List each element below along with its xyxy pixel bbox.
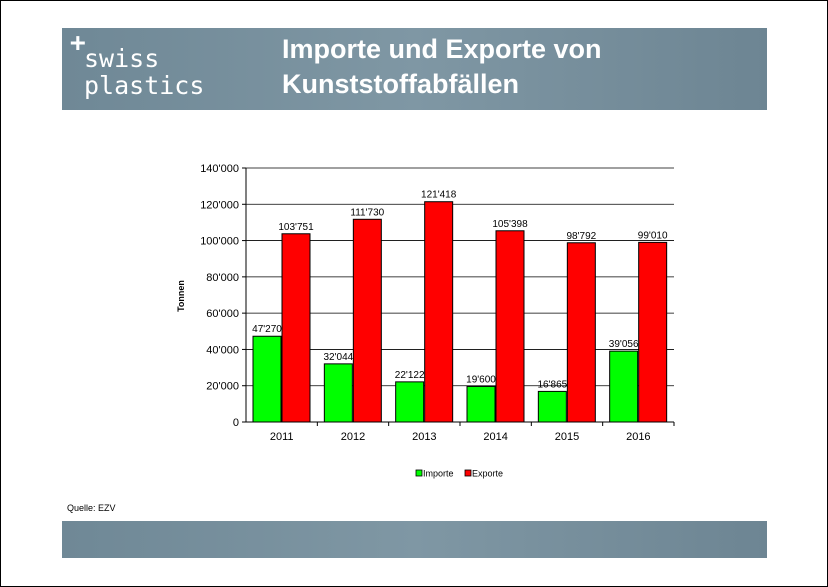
bar-exporte-2016 — [638, 241, 668, 423]
y-tick-label: 0 — [233, 417, 239, 429]
logo-plus: + — [70, 28, 86, 58]
y-tick-label: 40'000 — [206, 344, 239, 356]
bar-exporte-2014 — [495, 230, 525, 423]
bar-exporte-2013 — [424, 201, 454, 423]
y-tick-label: 60'000 — [206, 308, 239, 320]
x-tick-label: 2012 — [341, 431, 365, 443]
data-label: 98'792 — [566, 231, 596, 242]
legend-label-exporte: Exporte — [472, 469, 503, 479]
x-tick-label: 2015 — [555, 431, 579, 443]
legend-swatch-importe — [415, 469, 423, 477]
legend-swatch-exporte — [464, 469, 472, 477]
y-tick-label: 140'000 — [200, 163, 239, 175]
data-label: 32'044 — [323, 352, 353, 363]
data-label: 19'600 — [466, 374, 496, 385]
bar-importe-2013 — [395, 381, 425, 423]
footer-banner — [62, 521, 767, 558]
y-axis-label: Tonnen — [176, 280, 186, 312]
bar-importe-2012 — [323, 363, 353, 423]
data-label: 105'398 — [492, 219, 528, 230]
bar-exporte-2012 — [352, 218, 382, 423]
data-label: 22'122 — [395, 370, 425, 381]
logo-line-plastics: plastics — [84, 71, 205, 100]
data-label: 103'751 — [278, 222, 314, 233]
bar-exporte-2011 — [281, 233, 311, 423]
x-tick-label: 2013 — [412, 431, 436, 443]
data-labels: 47'270 103'751 32'044 111'730 22'122 121'418 1… — [252, 190, 668, 391]
x-tick-label: 2016 — [626, 431, 650, 443]
data-label: 16'865 — [537, 379, 567, 390]
bar-importe-2011 — [252, 335, 282, 423]
data-label: 47'270 — [252, 324, 282, 335]
header-banner: + swiss plastics Importe und Exporte von… — [62, 28, 767, 110]
grid-lines — [246, 167, 674, 387]
x-tick-label: 2011 — [270, 431, 294, 443]
bar-importe-2016 — [609, 350, 639, 423]
data-label: 39'056 — [609, 339, 639, 350]
data-label: 99'010 — [638, 230, 668, 241]
y-tick-label: 120'000 — [200, 199, 239, 211]
x-tick-label: 2014 — [483, 431, 507, 443]
bar-importe-2014 — [466, 385, 496, 423]
page-title: Importe und Exporte von Kunststoffabfäll… — [282, 34, 602, 99]
axes: 0 20'000 40'000 60'000 80'000 100'000 120'000 1… — [200, 163, 675, 443]
legend: Importe Exporte — [415, 469, 503, 479]
data-label: 111'730 — [350, 207, 384, 218]
bars — [252, 201, 668, 423]
y-tick-label: 100'000 — [200, 236, 239, 248]
logo-line-swiss: swiss — [84, 44, 160, 73]
data-label: 121'418 — [421, 190, 457, 201]
legend-label-importe: Importe — [423, 469, 454, 479]
source-note: Quelle: EZV — [67, 503, 116, 513]
y-tick-label: 80'000 — [206, 272, 239, 284]
y-tick-label: 20'000 — [206, 381, 239, 393]
bar-importe-2015 — [537, 390, 567, 423]
bar-exporte-2015 — [566, 242, 596, 423]
